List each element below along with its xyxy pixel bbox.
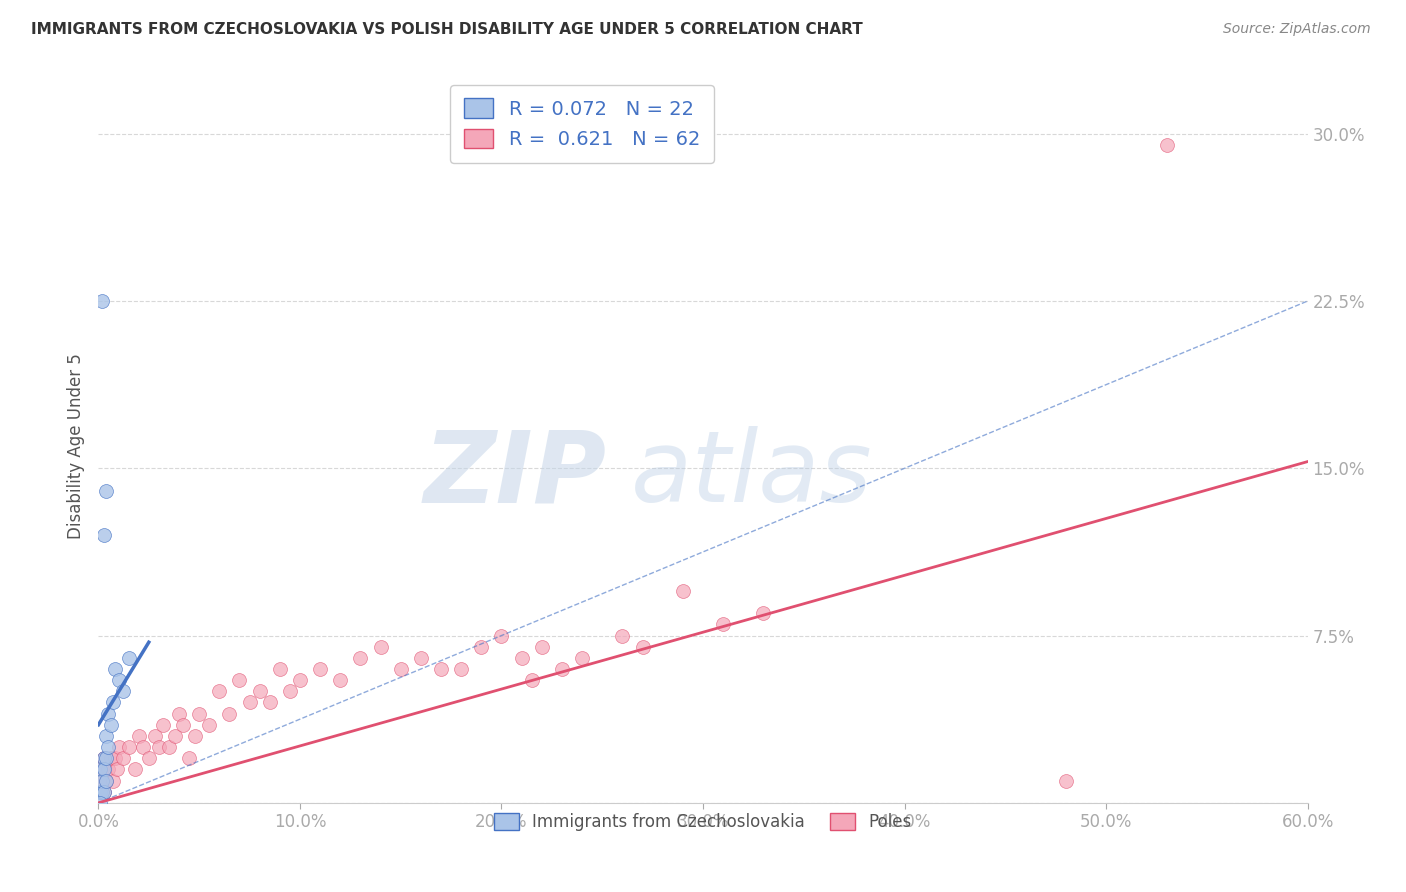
Point xyxy=(97,762,120,776)
Point xyxy=(107,673,129,687)
Point xyxy=(93,785,115,799)
Point xyxy=(752,607,775,621)
Point xyxy=(309,662,332,676)
Point xyxy=(91,785,114,799)
Point xyxy=(89,785,111,799)
Point xyxy=(89,796,111,810)
Point xyxy=(349,651,371,665)
Point xyxy=(491,628,513,642)
Point xyxy=(1156,137,1178,152)
Point xyxy=(329,673,352,687)
Point xyxy=(208,684,231,698)
Point xyxy=(470,640,492,654)
Point xyxy=(91,773,114,788)
Point xyxy=(672,583,695,598)
Y-axis label: Disability Age Under 5: Disability Age Under 5 xyxy=(66,353,84,539)
Point xyxy=(93,751,115,765)
Point xyxy=(96,751,118,765)
Point xyxy=(167,706,190,721)
Point xyxy=(631,640,654,654)
Point xyxy=(96,483,118,498)
Text: atlas: atlas xyxy=(630,426,872,523)
Point xyxy=(143,729,166,743)
Point xyxy=(97,706,120,721)
Point xyxy=(91,762,114,776)
Point xyxy=(239,696,262,710)
Point xyxy=(138,751,160,765)
Point xyxy=(118,740,141,755)
Point xyxy=(370,640,392,654)
Point xyxy=(132,740,155,755)
Point xyxy=(571,651,593,665)
Point xyxy=(184,729,207,743)
Point xyxy=(409,651,432,665)
Point xyxy=(107,740,129,755)
Point xyxy=(105,762,128,776)
Point xyxy=(172,717,194,731)
Point xyxy=(198,717,221,731)
Point xyxy=(101,696,124,710)
Point xyxy=(118,651,141,665)
Point xyxy=(124,762,146,776)
Point xyxy=(100,751,122,765)
Point xyxy=(259,696,281,710)
Point xyxy=(111,751,134,765)
Point xyxy=(128,729,150,743)
Point xyxy=(89,762,111,776)
Point xyxy=(152,717,174,731)
Point xyxy=(93,785,115,799)
Point xyxy=(91,785,114,799)
Point xyxy=(89,785,111,799)
Text: IMMIGRANTS FROM CZECHOSLOVAKIA VS POLISH DISABILITY AGE UNDER 5 CORRELATION CHAR: IMMIGRANTS FROM CZECHOSLOVAKIA VS POLISH… xyxy=(31,22,863,37)
Point xyxy=(389,662,412,676)
Point xyxy=(91,293,114,308)
Point xyxy=(100,717,122,731)
Point xyxy=(97,740,120,755)
Point xyxy=(188,706,211,721)
Point xyxy=(96,773,118,788)
Point xyxy=(551,662,574,676)
Point xyxy=(103,662,125,676)
Point xyxy=(510,651,533,665)
Point xyxy=(93,762,115,776)
Point xyxy=(89,773,111,788)
Text: Source: ZipAtlas.com: Source: ZipAtlas.com xyxy=(1223,22,1371,37)
Legend: Immigrants from Czechoslovakia, Poles: Immigrants from Czechoslovakia, Poles xyxy=(484,803,922,841)
Point xyxy=(148,740,170,755)
Point xyxy=(278,684,301,698)
Point xyxy=(530,640,553,654)
Point xyxy=(93,528,115,542)
Point xyxy=(269,662,291,676)
Point xyxy=(288,673,311,687)
Point xyxy=(450,662,472,676)
Point xyxy=(101,773,124,788)
Point xyxy=(111,684,134,698)
Point xyxy=(157,740,180,755)
Point xyxy=(96,773,118,788)
Point xyxy=(89,762,111,776)
Point xyxy=(228,673,250,687)
Point xyxy=(430,662,453,676)
Point xyxy=(711,617,734,632)
Point xyxy=(96,729,118,743)
Point xyxy=(1054,773,1077,788)
Text: ZIP: ZIP xyxy=(423,426,606,523)
Point xyxy=(249,684,271,698)
Point xyxy=(179,751,201,765)
Point xyxy=(612,628,634,642)
Point xyxy=(103,751,125,765)
Point xyxy=(218,706,240,721)
Point xyxy=(163,729,186,743)
Point xyxy=(520,673,543,687)
Point xyxy=(93,751,115,765)
